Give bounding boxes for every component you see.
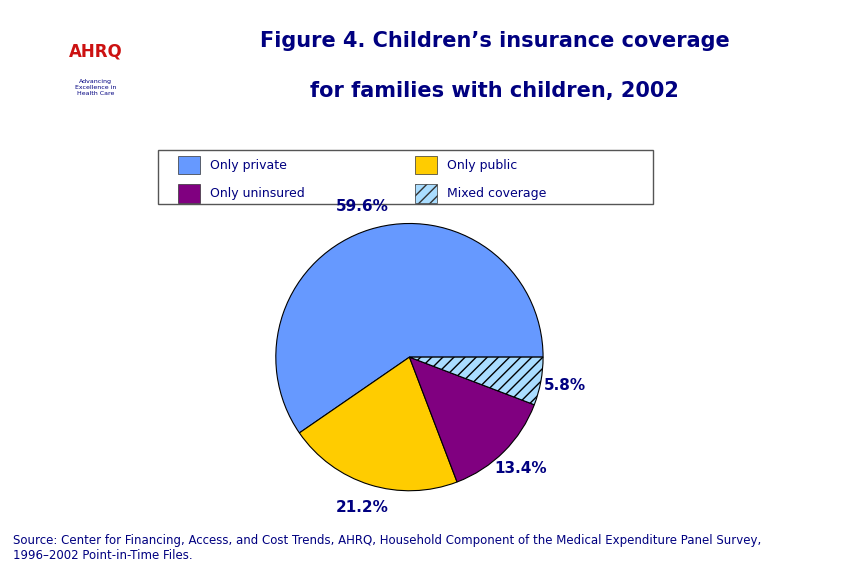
Text: Only public: Only public [446, 158, 517, 172]
Text: Source: Center for Financing, Access, and Cost Trends, AHRQ, Household Component: Source: Center for Financing, Access, an… [13, 533, 760, 562]
Text: Only uninsured: Only uninsured [210, 187, 304, 200]
Bar [415, 184, 437, 203]
Wedge shape [299, 357, 457, 491]
Text: Advancing
Excellence in
Health Care: Advancing Excellence in Health Care [75, 79, 117, 96]
Text: 13.4%: 13.4% [494, 461, 547, 476]
Text: AHRQ: AHRQ [69, 42, 123, 60]
Text: Mixed coverage: Mixed coverage [446, 187, 546, 200]
Text: Only private: Only private [210, 158, 286, 172]
Text: 59.6%: 59.6% [336, 199, 389, 214]
Bar [177, 156, 199, 175]
Wedge shape [409, 357, 543, 405]
Text: for families with children, 2002: for families with children, 2002 [310, 81, 678, 101]
Bar [177, 184, 199, 203]
Text: Figure 4. Children’s insurance coverage: Figure 4. Children’s insurance coverage [260, 31, 728, 51]
Text: 5.8%: 5.8% [543, 378, 584, 393]
Text: 21.2%: 21.2% [336, 500, 389, 515]
Bar [415, 156, 437, 175]
Wedge shape [409, 357, 533, 482]
Wedge shape [275, 223, 543, 433]
